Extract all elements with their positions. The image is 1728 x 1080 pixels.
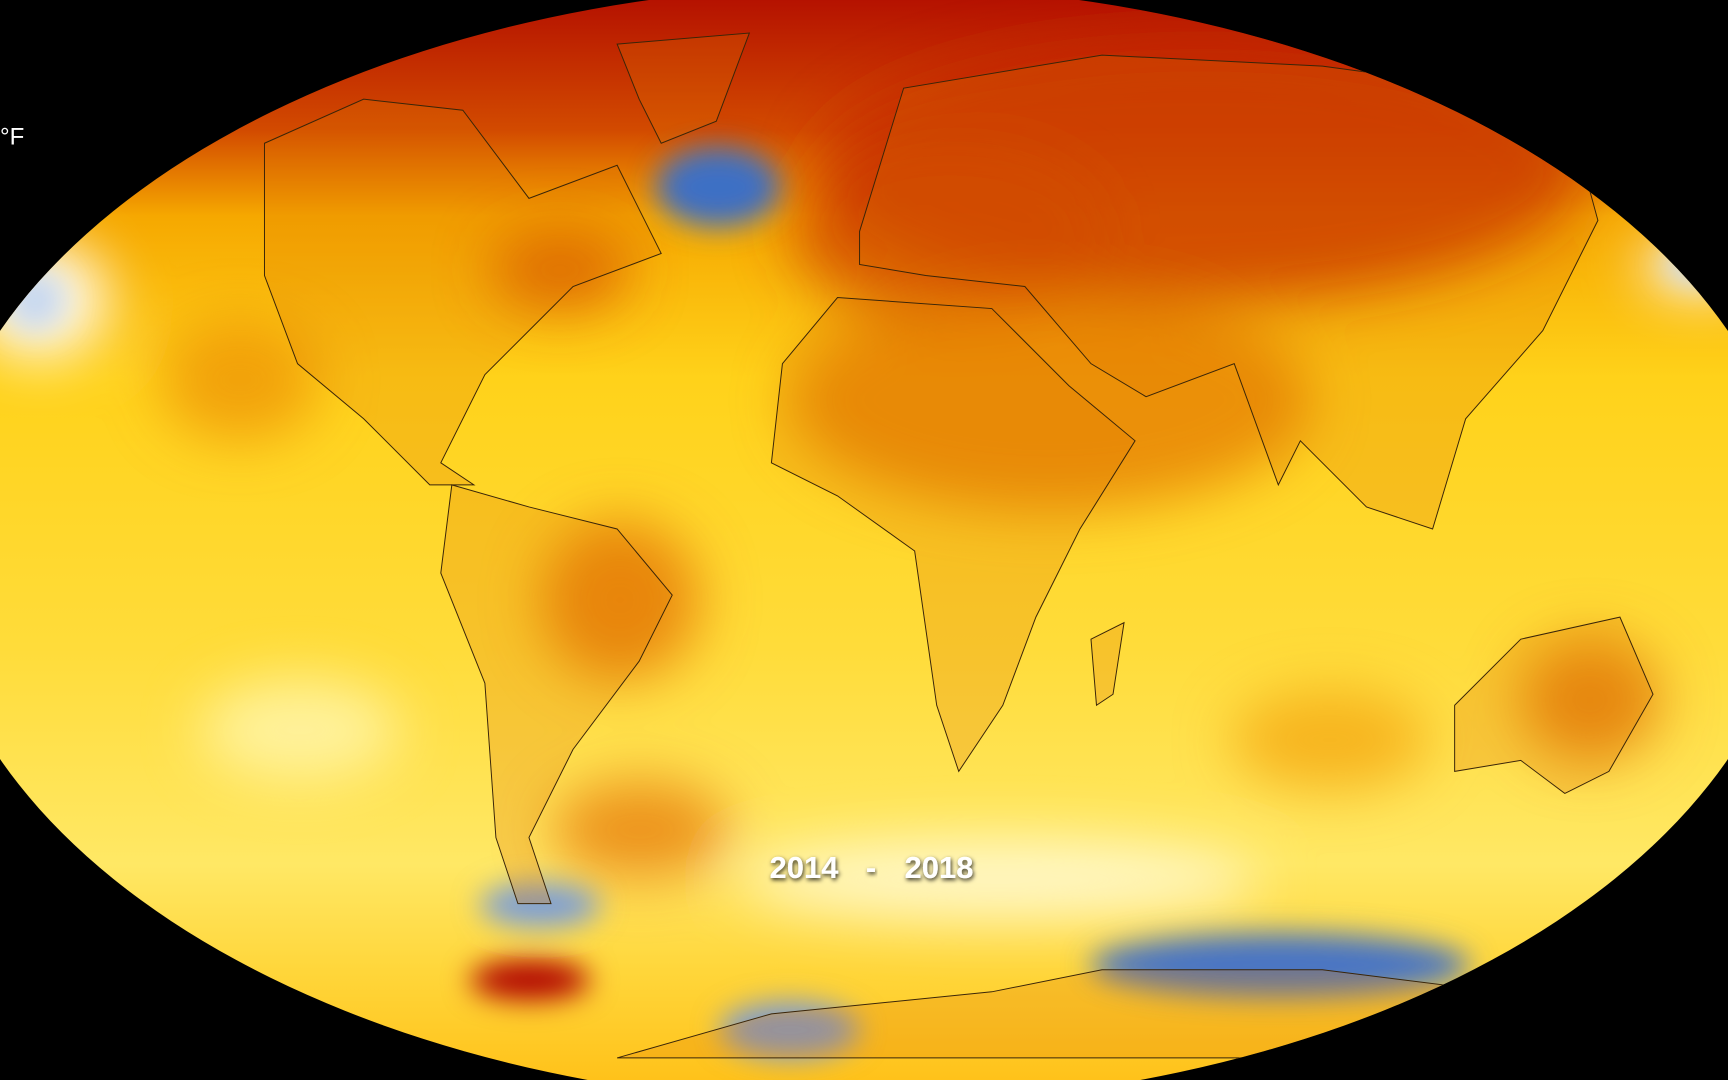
cool-anomalies [5, 147, 1728, 1058]
year-start: 2014 [770, 850, 840, 885]
year-end: 2018 [905, 850, 974, 885]
year-separator: - [866, 850, 876, 885]
legend-unit: °F [0, 123, 24, 150]
coastlines [263, 32, 1654, 1059]
